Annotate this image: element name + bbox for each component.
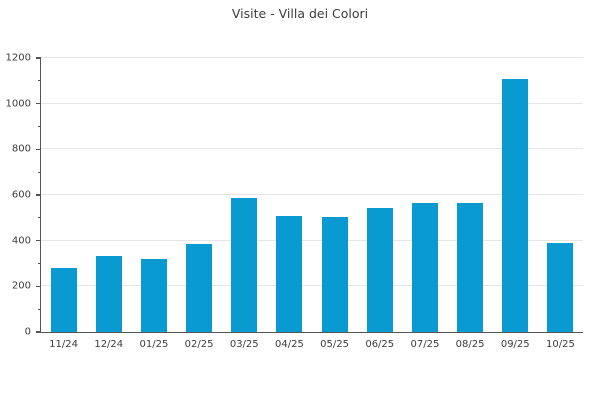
ytick-minor-100 bbox=[38, 308, 41, 310]
ytick-major-600 bbox=[36, 194, 41, 196]
ytick-minor-1100 bbox=[38, 80, 41, 82]
plot-area: 0 200 400 600 800 1000 1200 11/24 12/24 01/25 02/2… bbox=[6, 53, 583, 350]
xtick-label-06/25: 06/25 bbox=[365, 339, 395, 350]
xtick-label-11/24: 11/24 bbox=[49, 339, 78, 350]
ytick-major-800 bbox=[36, 148, 41, 150]
xtick-label-12/24: 12/24 bbox=[94, 339, 124, 350]
ytick-major-400 bbox=[36, 239, 41, 242]
gridline-y-200 bbox=[41, 285, 583, 287]
xtick-label-09/25: 09/25 bbox=[500, 339, 530, 350]
bar-06/25 bbox=[366, 208, 393, 332]
ytick-label-0: 0 bbox=[24, 326, 31, 338]
gridline-y-600 bbox=[41, 194, 583, 195]
xtick-label-08/25: 08/25 bbox=[455, 339, 485, 350]
ytick-major-200 bbox=[36, 285, 41, 287]
gridline-y-1200 bbox=[41, 57, 583, 58]
bar-04/25 bbox=[276, 216, 303, 332]
chart-title: Visite - Villa dei Colori bbox=[231, 6, 369, 21]
ytick-label-600: 600 bbox=[11, 189, 31, 201]
ytick-minor-900 bbox=[38, 126, 41, 127]
ytick-major-1200 bbox=[36, 57, 41, 59]
bar-11/24 bbox=[50, 268, 77, 332]
ytick-label-1200: 1200 bbox=[5, 52, 31, 64]
gridline-y-800 bbox=[41, 148, 583, 150]
ytick-major-1000 bbox=[36, 102, 41, 105]
bar-09/25 bbox=[502, 79, 529, 332]
ytick-label-1000: 1000 bbox=[5, 98, 31, 110]
bar-01/25 bbox=[140, 259, 167, 332]
xtick-label-02/25: 02/25 bbox=[184, 339, 214, 350]
xtick-label-01/25: 01/25 bbox=[139, 339, 169, 350]
bar-10/25 bbox=[547, 243, 574, 332]
ytick-label-200: 200 bbox=[11, 280, 31, 292]
bar-05/25 bbox=[321, 217, 348, 332]
gridline-y-400 bbox=[41, 239, 583, 241]
ytick-label-800: 800 bbox=[11, 143, 31, 155]
ytick-major-0 bbox=[36, 331, 41, 333]
bar-12/24 bbox=[95, 256, 122, 332]
bar-03/25 bbox=[231, 198, 258, 332]
ytick-label-400: 400 bbox=[11, 235, 31, 247]
xtick-label-10/25: 10/25 bbox=[545, 339, 575, 350]
xtick-label-07/25: 07/25 bbox=[410, 339, 440, 350]
ytick-minor-500 bbox=[38, 217, 41, 219]
bar-02/25 bbox=[186, 244, 213, 332]
gridline-y-1000 bbox=[41, 102, 583, 104]
xtick-label-04/25: 04/25 bbox=[274, 339, 304, 350]
ytick-minor-700 bbox=[38, 171, 41, 173]
bar-07/25 bbox=[411, 203, 438, 332]
xtick-label-05/25: 05/25 bbox=[320, 339, 349, 350]
xtick-label-03/25: 03/25 bbox=[229, 339, 259, 350]
ytick-minor-300 bbox=[38, 263, 41, 264]
bar-08/25 bbox=[457, 203, 484, 332]
